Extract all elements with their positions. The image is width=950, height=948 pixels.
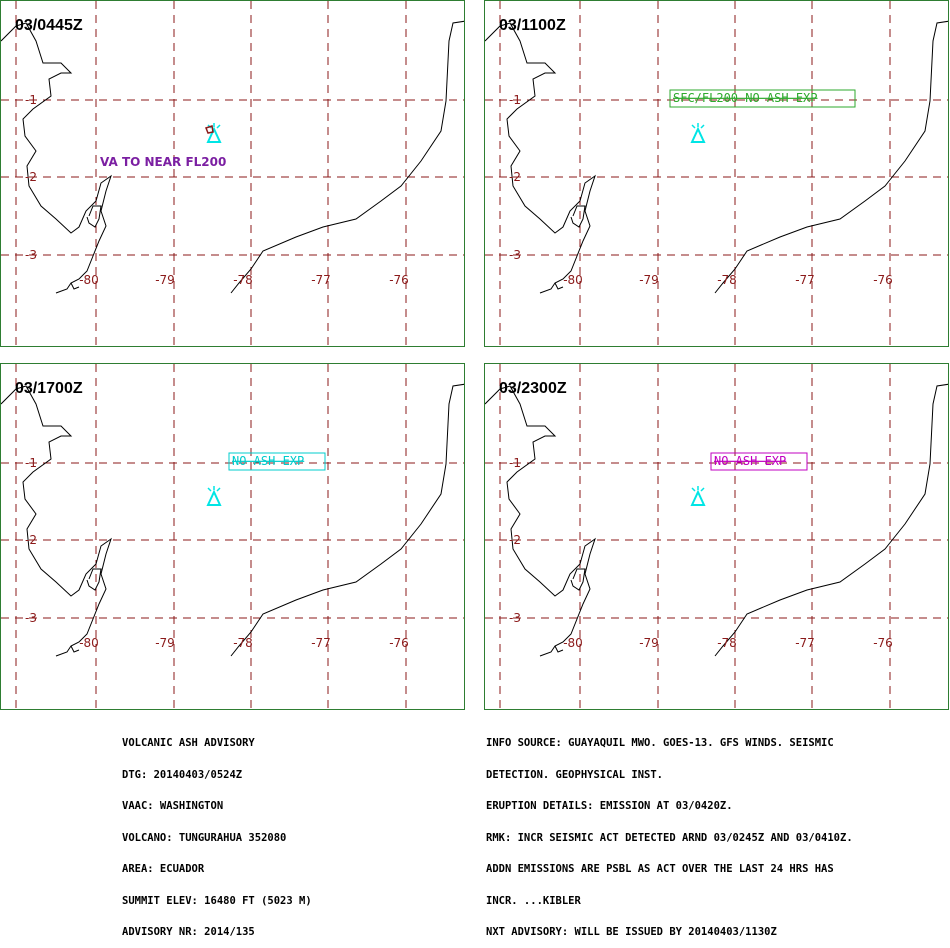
lon-label: -76 <box>873 636 893 650</box>
advisory-line: ERUPTION DETAILS: EMISSION AT 03/0420Z. <box>486 800 733 812</box>
lon-label: -78 <box>717 636 737 650</box>
border-line <box>714 20 948 294</box>
lon-label: -79 <box>639 273 659 287</box>
coastline-island <box>86 568 102 591</box>
map-canvas: -1 -2 -3 -80 -79 -78 -77 -76 NO ASH EXP <box>485 364 948 709</box>
lon-label: -79 <box>155 273 175 287</box>
coastline-island <box>570 205 586 228</box>
ash-forecast-label: VA TO NEAR FL200 <box>100 155 226 169</box>
ash-forecast-label: NO ASH EXP <box>232 454 304 468</box>
ash-forecast-label: SFC/FL200 NO ASH EXP <box>673 91 818 105</box>
advisory-line: VAAC: WASHINGTON <box>122 800 224 812</box>
map-canvas: -1 -2 -3 -80 -79 -78 -77 -76 SFC/FL200 NO ASH EX… <box>485 1 948 346</box>
label-box <box>228 452 326 471</box>
lat-label: -1 <box>25 456 37 470</box>
coastline <box>70 282 80 290</box>
advisory-line: SUMMIT ELEV: 16480 FT (5023 M) <box>122 894 312 907</box>
volcano-icon <box>690 123 706 143</box>
lat-label: -2 <box>509 170 521 184</box>
coastline <box>554 282 564 290</box>
lat-label: -2 <box>25 533 37 547</box>
advisory-line: ADDN EMISSIONS ARE PSBL AS ACT OVER THE … <box>486 863 834 875</box>
panel-time: 03/2300Z <box>499 380 567 397</box>
lat-label: -3 <box>25 248 37 262</box>
coastline <box>1 385 112 657</box>
lon-label: -78 <box>233 273 253 287</box>
lat-label: -3 <box>509 611 521 625</box>
advisory-line: NXT ADVISORY: WILL BE ISSUED BY 20140403… <box>486 926 777 938</box>
advisory-line: AREA: ECUADOR <box>122 863 205 875</box>
map-panel: -1 -2 -3 -80 -79 -78 -77 -76 NO ASH EXP 03/2300Z <box>484 363 949 710</box>
advisory-line: VOLCANO: TUNGURAHUA 352080 <box>122 831 287 844</box>
ash-forecast-label: NO ASH EXP <box>714 454 786 468</box>
lat-label: -2 <box>509 533 521 547</box>
coastline <box>554 645 564 653</box>
advisory-left-text: VOLCANIC ASH ADVISORY DTG: 20140403/0524… <box>122 717 312 948</box>
ash-cloud-area <box>205 125 214 134</box>
coastline <box>70 645 80 653</box>
advisory-line: ADVISORY NR: 2014/135 <box>122 926 255 938</box>
lat-label: -1 <box>509 456 521 470</box>
label-box <box>710 452 808 471</box>
coastline-island <box>570 568 586 591</box>
lat-label: -1 <box>25 93 37 107</box>
border-line <box>230 383 464 657</box>
lon-label: -80 <box>563 636 583 650</box>
label-box <box>669 89 856 108</box>
coastline-island <box>86 205 102 228</box>
map-canvas: -1 -2 -3 -80 -79 -78 -77 -76 VA TO NEAR FL200 <box>1 1 464 346</box>
advisory-line: INCR. ...KIBLER <box>486 894 581 907</box>
lon-label: -77 <box>795 636 815 650</box>
panel-time: 03/1100Z <box>499 17 566 34</box>
volcano-icon <box>690 486 706 506</box>
map-panel: -1 -2 -3 -80 -79 -78 -77 -76 VA TO NEAR FL200 03/… <box>0 0 465 347</box>
coastline <box>485 22 596 294</box>
lon-label: -77 <box>311 636 331 650</box>
lon-label: -76 <box>873 273 893 287</box>
lon-label: -80 <box>79 273 99 287</box>
lon-label: -78 <box>233 636 253 650</box>
lon-label: -78 <box>717 273 737 287</box>
lon-label: -79 <box>639 636 659 650</box>
coastline <box>1 22 112 294</box>
border-line <box>230 20 464 294</box>
lon-label: -77 <box>795 273 815 287</box>
border-line <box>714 383 948 657</box>
lat-label: -3 <box>509 248 521 262</box>
lon-label: -76 <box>389 636 409 650</box>
lon-label: -77 <box>311 273 331 287</box>
lon-label: -80 <box>79 636 99 650</box>
panel-time: 03/0445Z <box>15 17 83 34</box>
panel-time: 03/1700Z <box>15 380 83 397</box>
lon-label: -76 <box>389 273 409 287</box>
advisory-line: DTG: 20140403/0524Z <box>122 768 243 781</box>
map-panel: -1 -2 -3 -80 -79 -78 -77 -76 NO ASH EXP 03/1700Z <box>0 363 465 710</box>
lon-label: -79 <box>155 636 175 650</box>
advisory-line: RMK: INCR SEISMIC ACT DETECTED ARND 03/0… <box>486 831 853 844</box>
lat-label: -1 <box>509 93 521 107</box>
advisory-right-text: INFO SOURCE: GUAYAQUIL MWO. GOES-13. GFS… <box>486 717 853 948</box>
lon-label: -80 <box>563 273 583 287</box>
advisory-line: VOLCANIC ASH ADVISORY <box>122 737 255 749</box>
volcano-icon <box>206 486 222 506</box>
advisory-line: INFO SOURCE: GUAYAQUIL MWO. GOES-13. GFS… <box>486 737 834 749</box>
map-panel: -1 -2 -3 -80 -79 -78 -77 -76 SFC/FL200 NO ASH EX… <box>484 0 949 347</box>
lat-label: -2 <box>25 170 37 184</box>
advisory-line: DETECTION. GEOPHYSICAL INST. <box>486 768 664 781</box>
map-canvas: -1 -2 -3 -80 -79 -78 -77 -76 NO ASH EXP <box>1 364 464 709</box>
coastline <box>485 385 596 657</box>
lat-label: -3 <box>25 611 37 625</box>
